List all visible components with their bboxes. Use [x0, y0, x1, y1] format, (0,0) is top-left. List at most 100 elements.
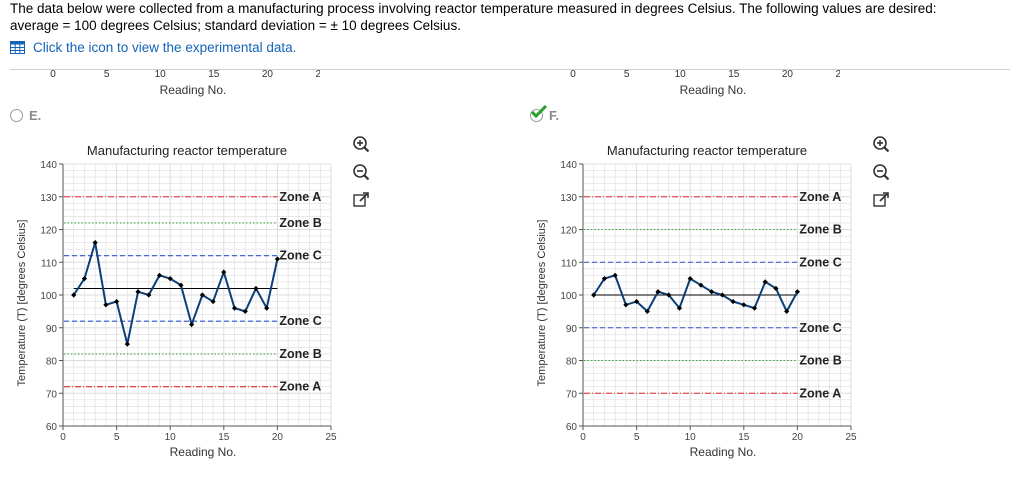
data-point	[784, 308, 790, 314]
strip-tick-label: 5	[624, 70, 630, 80]
data-point	[741, 302, 747, 308]
data-link-label[interactable]: Click the icon to view the experimental …	[33, 40, 297, 55]
data-point	[71, 292, 77, 298]
option-f-label[interactable]: F.	[549, 108, 560, 123]
y-tick-label: 100	[40, 291, 57, 302]
x-tick-label: 15	[218, 432, 230, 443]
data-point	[601, 276, 608, 282]
chart-e-tools	[352, 135, 370, 209]
y-tick-label: 130	[40, 193, 57, 204]
data-point	[221, 269, 227, 275]
x-tick-label: 20	[272, 432, 284, 443]
y-axis-label: Temperature (T) [degrees Celsius]	[16, 220, 28, 387]
data-point	[591, 292, 597, 298]
data-point	[210, 298, 216, 305]
x-tick-label: 5	[634, 432, 640, 443]
x-tick-label: 5	[114, 432, 120, 443]
y-tick-label: 60	[566, 422, 578, 433]
strip-tick-label: 0	[50, 70, 56, 80]
x-tick-label: 25	[845, 432, 857, 443]
data-point	[178, 282, 184, 288]
zone-label: Zone A	[279, 190, 321, 204]
option-e-label[interactable]: E.	[29, 108, 42, 123]
y-tick-label: 110	[561, 258, 577, 269]
data-point	[92, 240, 98, 246]
data-point	[719, 292, 725, 298]
zone-label: Zone A	[279, 380, 321, 394]
strip-tick-label: 5	[104, 70, 110, 80]
y-tick-label: 120	[40, 226, 57, 237]
y-tick-label: 120	[560, 226, 577, 237]
data-point	[167, 276, 173, 282]
check-icon	[531, 105, 547, 119]
y-tick-label: 100	[560, 291, 577, 302]
data-point	[612, 272, 618, 278]
grid	[62, 163, 332, 427]
external-link-icon[interactable]	[872, 191, 890, 209]
zoom-in-icon[interactable]	[872, 135, 890, 153]
data-point	[644, 308, 650, 314]
question-text: The data below were collected from a man…	[10, 0, 1010, 34]
option-e[interactable]: E.	[10, 108, 41, 123]
zone-label: Zone C	[279, 314, 321, 328]
data-point	[81, 276, 88, 282]
y-tick-label: 80	[46, 357, 58, 368]
zone-label: Zone C	[279, 249, 321, 263]
x-tick-label: 0	[60, 432, 66, 443]
option-f-radio[interactable]	[530, 105, 547, 122]
y-tick-label: 90	[46, 324, 58, 335]
strip-tick-label: 10	[155, 70, 167, 80]
y-tick-label: 70	[46, 389, 58, 400]
zone-label: Zone A	[799, 386, 841, 400]
x-tick-label: 25	[325, 432, 337, 443]
zone-label: Zone C	[799, 255, 841, 269]
data-point	[199, 292, 205, 298]
x-tick-label: 10	[165, 432, 177, 443]
chart-e: Manufacturing reactor temperature 60 70 80 9…	[16, 143, 337, 459]
data-point	[231, 305, 238, 311]
option-e-radio[interactable]	[10, 109, 23, 122]
strip-x-axis-label: Reading No.	[680, 83, 747, 97]
strip-tick-label: 0	[570, 70, 576, 80]
prev-chart-x-axis-strip-right: 0 5 10 15 20 25 Reading No.	[570, 70, 840, 97]
data-point	[666, 292, 672, 298]
zoom-out-icon[interactable]	[872, 163, 890, 181]
data-point	[623, 302, 629, 308]
strip-tick-label: 25	[835, 70, 840, 80]
y-tick-label: 60	[46, 422, 58, 433]
zone-label: Zone B	[279, 216, 321, 230]
strip-tick-label: 20	[262, 70, 274, 80]
x-tick-label: 15	[738, 432, 750, 443]
y-tick-label: 130	[560, 193, 577, 204]
zone-label: Zone B	[799, 354, 841, 368]
chart-title: Manufacturing reactor temperature	[87, 143, 287, 158]
question-line-2: average = 100 degrees Celsius; standard …	[10, 18, 461, 33]
y-tick-label: 140	[40, 160, 57, 171]
data-point	[242, 308, 248, 314]
zone-label: Zone B	[279, 347, 321, 361]
series-line	[592, 274, 799, 314]
chart-f-tools	[872, 135, 890, 209]
strip-tick-label: 15	[208, 70, 220, 80]
zoom-out-icon[interactable]	[352, 163, 370, 181]
data-point	[103, 302, 109, 308]
question-line-1: The data below were collected from a man…	[10, 1, 937, 16]
data-point	[794, 289, 800, 295]
zone-label: Zone B	[799, 223, 841, 237]
x-axis-label: Reading No.	[690, 445, 757, 459]
y-tick-label: 70	[566, 389, 578, 400]
data-link[interactable]: Click the icon to view the experimental …	[10, 40, 296, 55]
zoom-in-icon[interactable]	[352, 135, 370, 153]
y-tick-label: 90	[566, 324, 578, 335]
data-point	[114, 298, 120, 305]
zone-label: Zone A	[799, 190, 841, 204]
data-point	[189, 321, 195, 328]
external-link-icon[interactable]	[352, 191, 370, 209]
y-tick-label: 110	[41, 258, 57, 269]
x-tick-label: 0	[580, 432, 586, 443]
table-icon[interactable]	[10, 41, 25, 54]
option-f[interactable]: F.	[530, 105, 560, 123]
strip-tick-label: 15	[728, 70, 740, 80]
strip-tick-label: 20	[782, 70, 794, 80]
y-tick-label: 140	[560, 160, 577, 171]
